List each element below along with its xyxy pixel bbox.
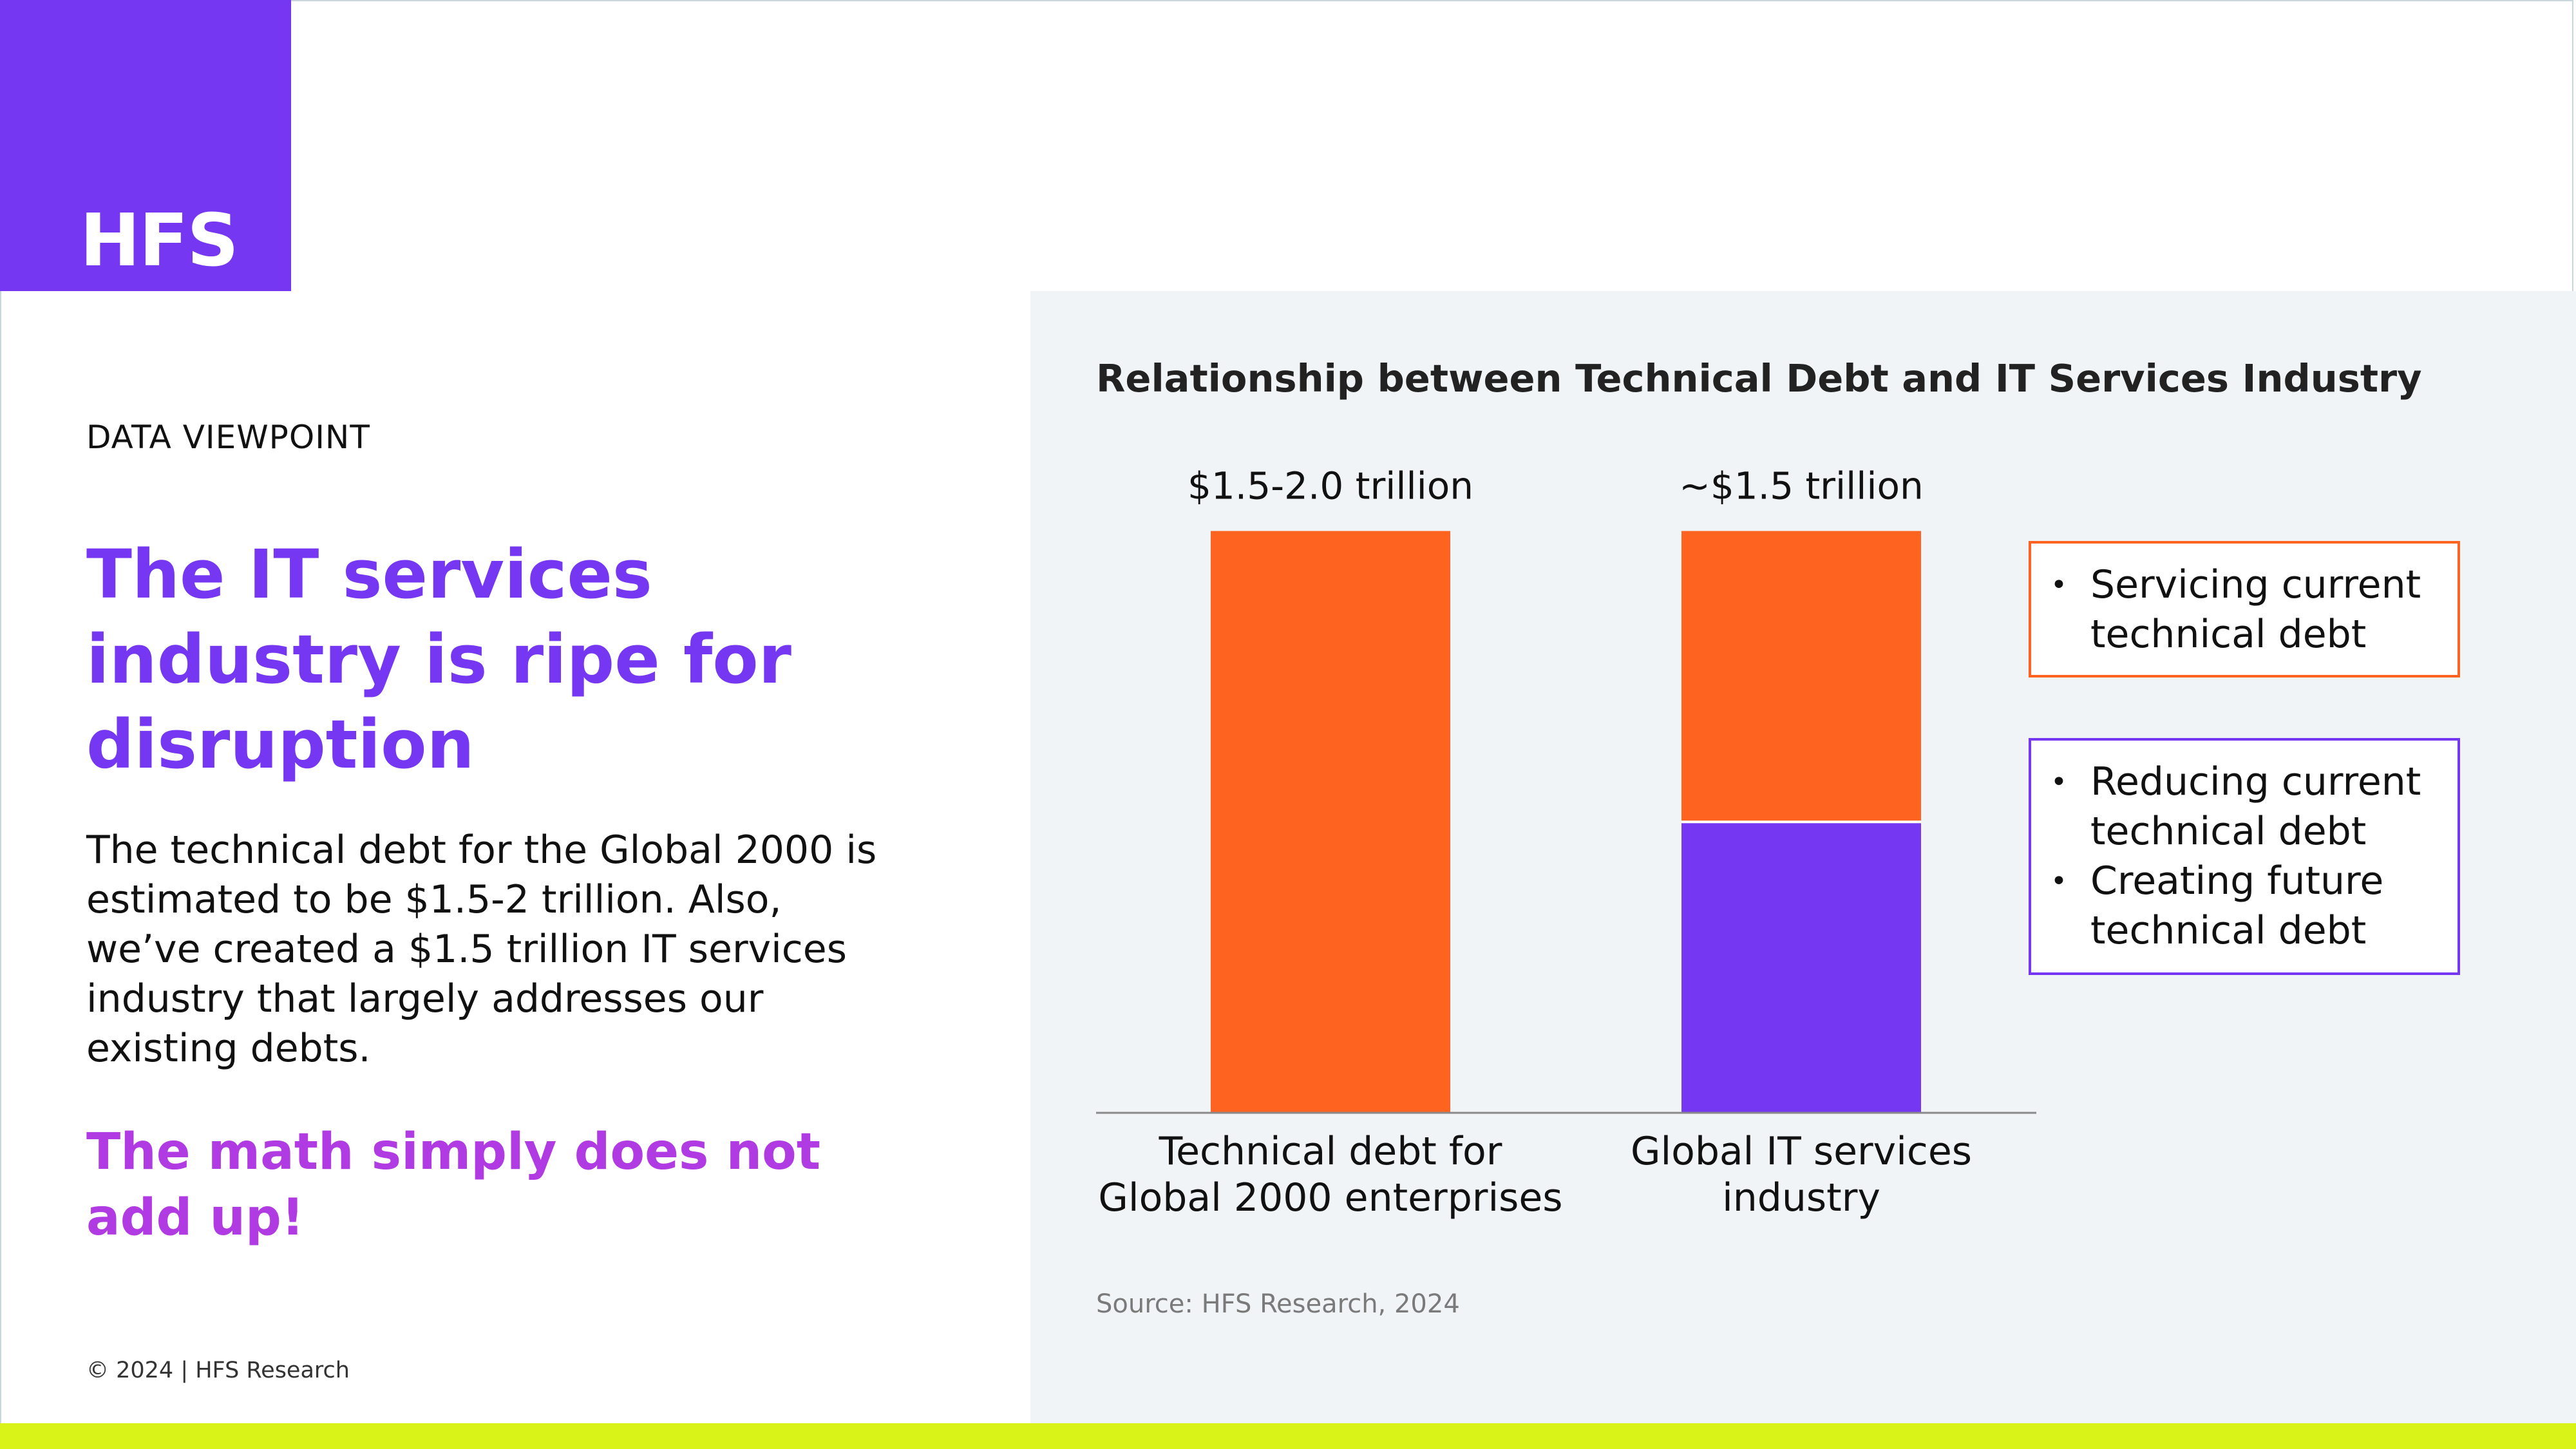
data-label: $1.5-2.0 trillion bbox=[1188, 464, 1473, 508]
legend-item-servicing: • Servicing current technical debt bbox=[2050, 560, 2445, 659]
legend-servicing: • Servicing current technical debt bbox=[2029, 541, 2460, 677]
legend-item-reducing: • Reducing current technical debt bbox=[2050, 757, 2445, 857]
legend-line: Servicing current bbox=[2090, 562, 2421, 607]
hfs-logo-block: HFS bbox=[0, 0, 291, 291]
eyebrow-label: DATA VIEWPOINT bbox=[86, 419, 370, 456]
category-label: Global IT services bbox=[1631, 1129, 1972, 1174]
legend-reducing-creating: • Reducing current technical debt • Crea… bbox=[2029, 738, 2460, 975]
legend-line: technical debt bbox=[2090, 908, 2367, 953]
data-label: ~$1.5 trillion bbox=[1679, 464, 1923, 508]
category-label: Technical debt for bbox=[1159, 1129, 1502, 1174]
bar-segment bbox=[1681, 822, 1921, 1113]
hfs-logo: HFS bbox=[80, 199, 239, 283]
bullet-icon: • bbox=[2050, 865, 2067, 898]
bullet-icon: • bbox=[2050, 569, 2067, 601]
legend-line: technical debt bbox=[2090, 809, 2367, 854]
bar-segment bbox=[1211, 531, 1450, 1113]
bar-segment bbox=[1681, 531, 1921, 822]
category-label: industry bbox=[1722, 1175, 1880, 1220]
page-title: The IT services industry is ripe for dis… bbox=[86, 535, 791, 784]
bullet-icon: • bbox=[2050, 766, 2067, 799]
body-paragraph: The technical debt for the Global 2000 i… bbox=[86, 828, 877, 1071]
category-label: Global 2000 enterprises bbox=[1098, 1175, 1562, 1220]
punchline: The math simply does not add up! bbox=[86, 1123, 820, 1247]
copyright-footer: © 2024 | HFS Research bbox=[86, 1358, 350, 1383]
legend-line: technical debt bbox=[2090, 612, 2367, 657]
chart-title: Relationship between Technical Debt and … bbox=[1096, 356, 2422, 401]
legend-line: Creating future bbox=[2090, 858, 2384, 904]
legend-item-creating: • Creating future technical debt bbox=[2050, 857, 2445, 956]
legend-line: Reducing current bbox=[2090, 759, 2421, 804]
bottom-accent-bar bbox=[0, 1423, 2576, 1449]
chart-source: Source: HFS Research, 2024 bbox=[1096, 1289, 1460, 1319]
